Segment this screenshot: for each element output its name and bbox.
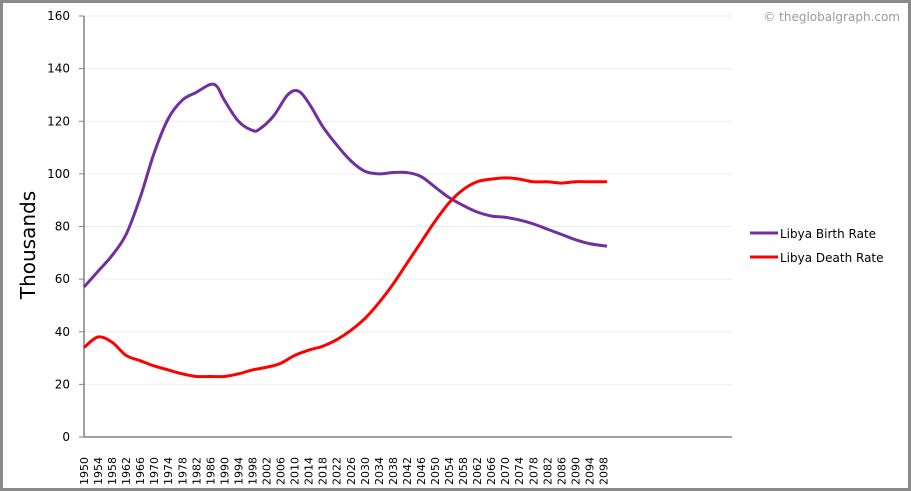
x-tick-label: 2098 [597,457,610,485]
y-axis-label: Thousands [16,191,40,300]
x-tick-label: 2046 [415,457,428,485]
x-tick-label: 2090 [569,457,582,485]
x-tick-label: 2050 [429,457,442,485]
x-tick-label: 2074 [513,457,526,485]
x-tick-label: 2058 [457,457,470,485]
x-tick-label: 2078 [527,457,540,485]
y-tick-label: 100 [47,167,70,181]
x-tick-label: 1966 [134,457,147,485]
x-tick-label: 2002 [261,457,274,485]
x-tick-label: 1970 [148,457,161,485]
x-tick-label: 1994 [232,457,245,485]
x-tick-label: 1958 [106,457,119,485]
x-tick-label: 2082 [541,457,554,485]
x-tick-label: 2022 [331,457,344,485]
x-tick-label: 1954 [92,457,105,485]
x-axis: 1950 1954 1958 1962 1966 1970 1974 1978 1982 1986… [78,436,732,485]
x-tick-label: 2034 [373,457,386,485]
x-tick-label: 2010 [289,457,302,485]
x-tick-label: 2038 [387,457,400,485]
x-tick-label: 1982 [190,457,203,485]
y-tick-label: 60 [55,272,70,286]
gridlines [84,15,732,385]
x-tick-label: 1986 [204,457,217,485]
series-line-libya-birth-rate [82,82,608,289]
x-tick-label: 1962 [120,457,133,485]
x-tick-label: 1998 [246,457,259,485]
legend-label-birth-rate: Libya Birth Rate [780,227,876,241]
series-line-libya-death-rate [83,176,607,379]
x-tick-label: 2018 [317,457,330,485]
x-tick-label: 1950 [78,457,91,485]
x-tick-label: 1974 [162,457,175,485]
x-tick-label: 2006 [275,457,288,485]
x-tick-label: 2030 [359,457,372,485]
x-tick-label: 2042 [401,457,414,485]
x-tick-label: 2070 [499,457,512,485]
y-tick-label: 0 [62,430,70,444]
x-tick-label: 2066 [485,457,498,485]
x-tick-label: 1978 [176,457,189,485]
x-tick-label: 2054 [443,457,456,485]
y-tick-label: 40 [55,325,70,339]
x-tick-label: 2026 [345,457,358,485]
y-tick-label: 140 [47,62,70,76]
watermark: © theglobalgraph.com [763,10,900,24]
legend-label-death-rate: Libya Death Rate [780,251,884,265]
series-lines [82,82,608,379]
x-tick-label: 2094 [583,457,596,485]
x-tick-label: 1990 [218,457,231,485]
y-axis: 0 20 40 60 80 100 120 140 160 [47,9,85,444]
y-tick-label: 80 [55,220,70,234]
y-tick-label: 120 [47,114,70,128]
legend: Libya Birth Rate Libya Death Rate [750,227,884,265]
legend-item-death-rate: Libya Death Rate [750,251,884,265]
y-tick-label: 20 [55,377,70,391]
legend-item-birth-rate: Libya Birth Rate [750,227,876,241]
y-tick-label: 160 [47,9,70,23]
x-tick-label: 2086 [555,457,568,485]
x-tick-label: 2014 [303,457,316,485]
x-tick-label: 2062 [471,457,484,485]
